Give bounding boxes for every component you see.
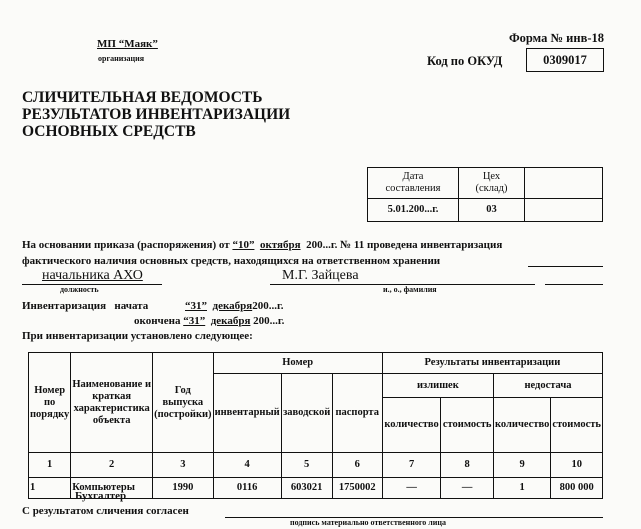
col-number: 7 xyxy=(381,452,442,478)
col-number: 1 xyxy=(27,452,72,478)
empty-cell xyxy=(524,167,603,199)
header-qty: количество xyxy=(381,397,442,453)
header-surplus: излишек xyxy=(381,373,494,398)
cell-factory: 603021 xyxy=(280,477,333,499)
order-line: На основании приказа (распоряжения) от “… xyxy=(22,239,503,251)
col-number: 8 xyxy=(440,452,494,478)
organization-label: организация xyxy=(98,54,145,63)
header-inv: инвентарный xyxy=(212,373,282,453)
date-header: Дата составления xyxy=(367,167,459,199)
cell-shortage-cost: 800 000 xyxy=(550,477,603,499)
established-text: При инвентаризации установлено следующее… xyxy=(22,330,253,342)
position-label: должность xyxy=(60,285,99,294)
okud-code: 0309017 xyxy=(526,48,604,72)
header-year: Год выпуска (постройки) xyxy=(152,352,214,453)
col-number: 4 xyxy=(212,452,282,478)
cell-shortage-qty: 1 xyxy=(492,477,552,499)
header-cost: стоимость xyxy=(550,397,603,453)
form-number: Форма № инв-18 xyxy=(508,31,604,45)
title-line: РЕЗУЛЬТАТОВ ИНВЕНТАРИЗАЦИИ xyxy=(22,106,291,123)
organization-name: МП “Маяк” xyxy=(97,38,158,50)
col-number: 5 xyxy=(280,452,333,478)
shop-header: Цех (склад) xyxy=(458,167,525,199)
date-value: 5.01.200...г. xyxy=(367,198,459,222)
agree-label: С результатом сличения согласен xyxy=(22,505,189,517)
header-number: Номер xyxy=(212,352,383,374)
cell-name: Компьютеры xyxy=(70,477,154,499)
col-number: 10 xyxy=(550,452,603,478)
header-num: Номер по порядку xyxy=(27,352,72,453)
person-value: М.Г. Зайцева xyxy=(282,268,359,283)
header-shortage: недостача xyxy=(492,373,604,398)
col-number: 9 xyxy=(492,452,552,478)
cell-inv: 0116 xyxy=(212,477,282,499)
start-date: “31” декабря200...г. xyxy=(185,300,284,312)
accountant-label: Бухгалтер xyxy=(75,490,127,502)
table-row: 1 Компьютеры 1990 0116 603021 1750002— —1 800 0… xyxy=(27,477,603,499)
col-number: 6 xyxy=(331,452,383,478)
col-number: 3 xyxy=(152,452,214,478)
results-table: Номер по порядку Наименование и краткая … xyxy=(27,352,604,499)
header-factory: заводской xyxy=(280,373,333,453)
col-number: 2 xyxy=(70,452,154,478)
shop-value: 03 xyxy=(458,198,525,222)
empty-cell xyxy=(524,198,603,222)
cell-surplus-qty: — xyxy=(381,477,442,499)
header-qty: количество xyxy=(492,397,552,453)
header-results: Результаты инвентаризации xyxy=(381,352,604,374)
title-line: ОСНОВНЫХ СРЕДСТВ xyxy=(22,123,196,140)
inventory-end-line: окончена “31” декабря 200...г. xyxy=(134,315,285,327)
inventory-start-line: Инвентаризация начата xyxy=(22,300,149,312)
cell-surplus-cost: — xyxy=(440,477,494,499)
position-value: начальника АХО xyxy=(42,268,143,283)
header-passport: паспорта xyxy=(331,373,383,453)
okud-label: Код по ОКУД xyxy=(427,54,503,68)
document-title: СЛИЧИТЕЛЬНАЯ ВЕДОМОСТЬ РЕЗУЛЬТАТОВ ИНВЕН… xyxy=(22,89,290,140)
info-table: Дата составления Цех (склад) 5.01.200...г.… xyxy=(367,167,603,222)
signature-label: подпись материально ответственного лица xyxy=(290,518,446,527)
cell-passport: 1750002 xyxy=(331,477,383,499)
person-label: и., о., фамилия xyxy=(383,285,437,294)
cell-num: 1 xyxy=(27,477,72,499)
title-line: СЛИЧИТЕЛЬНАЯ ВЕДОМОСТЬ xyxy=(22,89,263,106)
header-name: Наименование и краткая характеристика об… xyxy=(70,352,154,453)
cell-year: 1990 xyxy=(152,477,214,499)
header-cost: стоимость xyxy=(440,397,494,453)
storage-line: фактического наличия основных средств, н… xyxy=(22,255,441,267)
